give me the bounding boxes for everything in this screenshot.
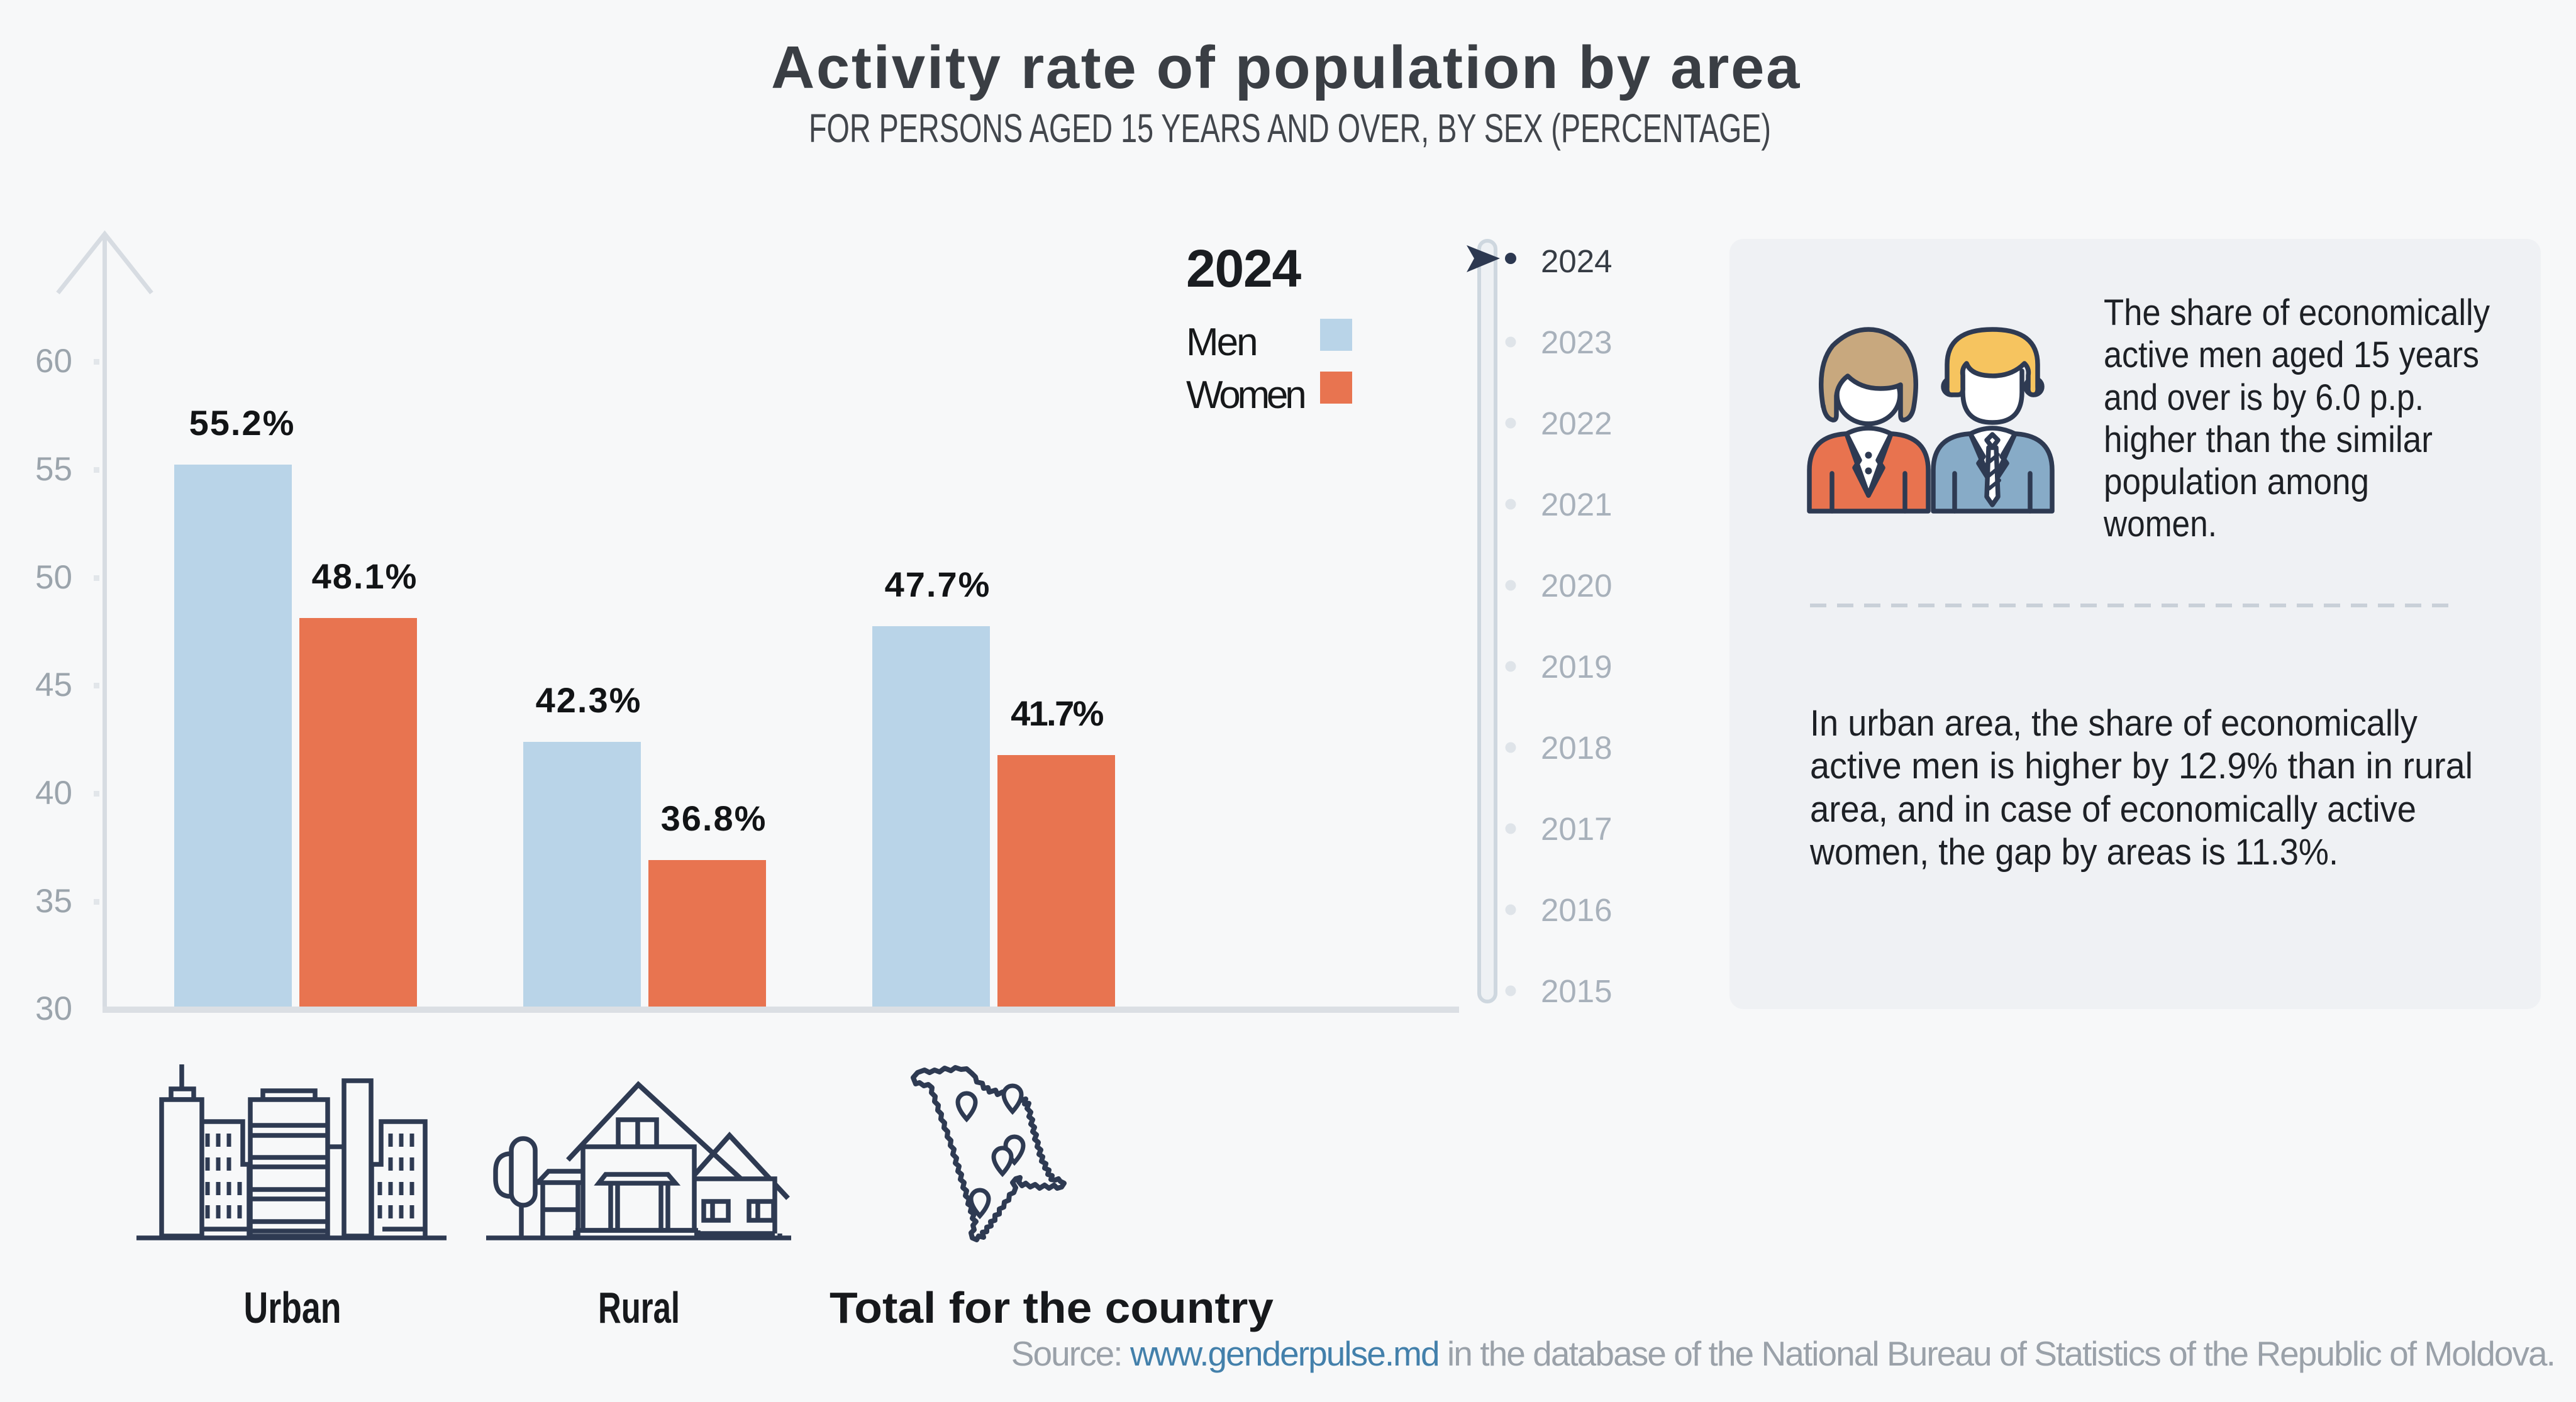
svg-text:36.8%: 36.8% — [661, 798, 767, 838]
svg-text:35: 35 — [35, 883, 72, 920]
svg-text:Activity rate of population by: Activity rate of population by area — [771, 34, 1801, 101]
svg-text:42.3%: 42.3% — [536, 680, 642, 720]
svg-text:2023: 2023 — [1541, 324, 1612, 360]
svg-text:2020: 2020 — [1541, 568, 1612, 604]
svg-text:50: 50 — [35, 559, 72, 596]
svg-text:60: 60 — [35, 343, 72, 380]
svg-text:In urban area, the share of ec: In urban area, the share of economically — [1810, 703, 2418, 744]
svg-text:population among: population among — [2104, 461, 2369, 502]
svg-text:The share of economically: The share of economically — [2104, 292, 2490, 333]
svg-text:2017: 2017 — [1541, 811, 1612, 847]
svg-text:active men aged 15 years: active men aged 15 years — [2104, 334, 2479, 375]
svg-text:55.2%: 55.2% — [189, 403, 296, 443]
svg-text:FOR PERSONS AGED 15 YEARS AND: FOR PERSONS AGED 15 YEARS AND OVER, BY S… — [809, 106, 1771, 151]
svg-text:2024: 2024 — [1541, 243, 1612, 279]
svg-text:women, the gap by areas is 11.: women, the gap by areas is 11.3%. — [1809, 832, 2338, 873]
svg-text:women.: women. — [2103, 504, 2217, 544]
svg-text:30: 30 — [35, 990, 72, 1027]
svg-text:41.7%: 41.7% — [1011, 693, 1104, 733]
svg-text:2022: 2022 — [1541, 406, 1612, 441]
svg-text:Men: Men — [1186, 321, 1257, 364]
svg-text:Total for the country: Total for the country — [830, 1283, 1274, 1332]
svg-text:higher than the similar: higher than the similar — [2104, 419, 2433, 460]
svg-text:and over is by 6.0 p.p.: and over is by 6.0 p.p. — [2104, 377, 2424, 418]
svg-text:2019: 2019 — [1541, 649, 1612, 685]
svg-text:Women: Women — [1186, 373, 1304, 417]
svg-text:2016: 2016 — [1541, 892, 1612, 928]
svg-text:area, and in case of economica: area, and in case of economically active — [1810, 789, 2416, 830]
svg-text:47.7%: 47.7% — [885, 565, 991, 604]
svg-text:2018: 2018 — [1541, 730, 1612, 766]
svg-text:2015: 2015 — [1541, 973, 1612, 1009]
svg-text:40: 40 — [35, 775, 72, 812]
svg-text:Urban: Urban — [244, 1283, 341, 1332]
svg-text:2021: 2021 — [1541, 487, 1612, 522]
svg-text:2024: 2024 — [1186, 239, 1302, 298]
svg-text:Rural: Rural — [598, 1283, 680, 1332]
svg-text:active men is higher by 12.9%: active men is higher by 12.9% than in ru… — [1810, 746, 2473, 787]
svg-text:45: 45 — [35, 666, 72, 704]
svg-text:48.1%: 48.1% — [312, 556, 418, 596]
svg-text:55: 55 — [35, 451, 72, 488]
svg-text:Source: www.genderpulse.md in: Source: www.genderpulse.md in the databa… — [1011, 1334, 2555, 1373]
